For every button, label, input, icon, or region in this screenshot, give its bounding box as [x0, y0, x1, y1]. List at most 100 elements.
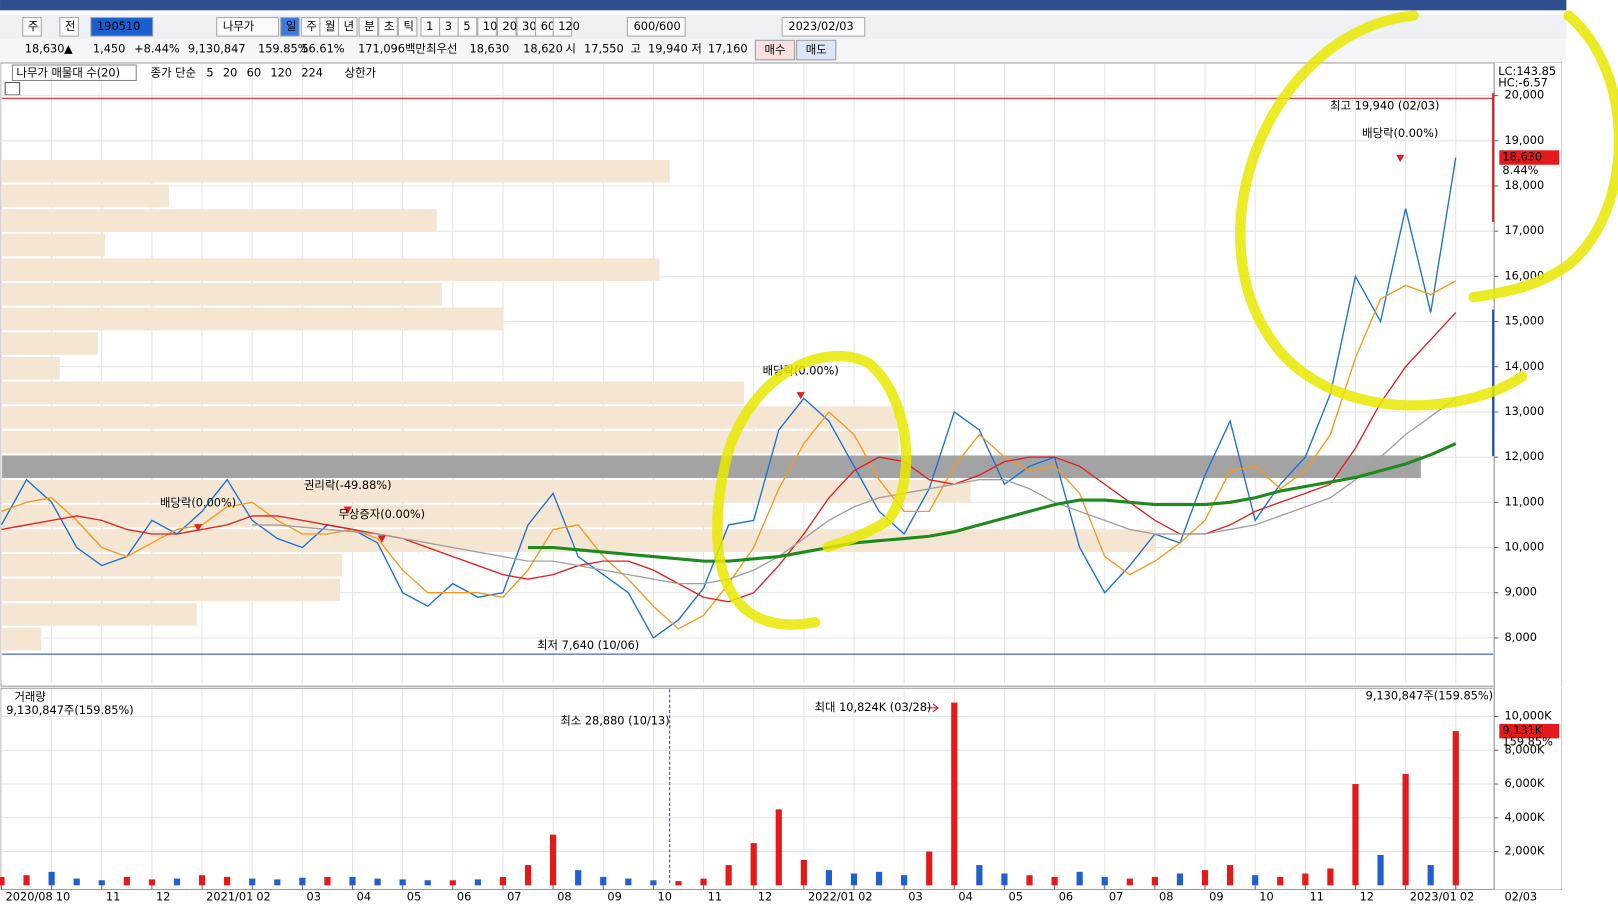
x-tick-label: 02/03 [1504, 890, 1537, 904]
volume-bar [1227, 865, 1234, 886]
volume-bar [1452, 731, 1459, 886]
toolbar-button[interactable] [397, 17, 418, 37]
toolbar-button[interactable] [216, 17, 280, 37]
y-tick-label: 10,000K [1504, 708, 1552, 722]
toolbar-label: 년 [344, 19, 354, 33]
volume-bar [1176, 873, 1184, 886]
x-tick-label: 04 [357, 890, 371, 904]
toolbar-button[interactable] [378, 17, 398, 37]
series-line [252, 397, 1457, 585]
x-tick-label: 11 [708, 890, 722, 904]
legend-entry: 상한가 [345, 65, 377, 79]
toolbar-button[interactable] [358, 17, 379, 37]
x-tick-label: 2022/01 [808, 890, 855, 904]
quote-value: 고 [630, 42, 640, 56]
y-tick-label: 12,000 [1504, 449, 1544, 463]
volume-bar [1076, 871, 1083, 886]
toolbar-label: 1 [426, 19, 433, 33]
y-tick-label: 18,000 [1504, 178, 1544, 192]
toolbar-label: 120 [558, 19, 580, 33]
toolbar-label: 전 [65, 19, 75, 33]
volume-bar [274, 879, 281, 886]
x-tick-label: 12 [156, 890, 170, 904]
toolbar-label: 60 [541, 19, 555, 33]
event-annotation: 배당락(0.00%) [160, 496, 236, 510]
y-tick-label: 10,000 [1504, 540, 1544, 554]
toolbar-button[interactable] [781, 17, 866, 37]
volume-bar [324, 876, 331, 886]
x-tick-label: 06 [1059, 890, 1073, 904]
volume-bar [1201, 870, 1209, 886]
x-tick-label: 2021/01 [206, 890, 253, 904]
quote-value: 저 [691, 42, 701, 56]
last-price-box [1499, 150, 1560, 165]
volume-profile-bar [2, 209, 437, 232]
y-tick-label: 19,000 [1504, 133, 1544, 147]
toolbar-label: 600/600 [634, 19, 681, 33]
profile-title: 나무가 매물대 수(20) [17, 65, 121, 79]
x-tick-label: 03 [306, 890, 320, 904]
volume-bar [1327, 868, 1334, 886]
legend-prefix: 종가 단순 [151, 65, 196, 79]
legend-entry: 60 [247, 65, 261, 79]
axis-area [1493, 62, 1562, 890]
x-tick-label: 10 [658, 890, 672, 904]
toolbar-button[interactable] [626, 17, 686, 37]
y-tick-label: 11,000 [1504, 494, 1544, 508]
low-label: 최저 7,640 (10/06) [537, 638, 639, 652]
volume-bar [750, 843, 757, 886]
trade-button[interactable] [754, 39, 796, 61]
volume-bar [123, 876, 130, 886]
y-tick-label: 20,000 [1504, 88, 1544, 102]
series-line [1, 312, 1457, 603]
side-label: LC:143.85 [1498, 64, 1556, 78]
volume-bar [1277, 876, 1284, 886]
last-volume-label: 9,131K [1502, 723, 1542, 737]
quote-value: 56.61% [301, 42, 344, 56]
toolbar-button[interactable] [552, 17, 573, 37]
toolbar-button[interactable] [59, 17, 79, 37]
x-tick-label: 05 [407, 890, 421, 904]
volume-profile-bar [2, 406, 899, 429]
volume-title: 거래량 [14, 690, 46, 704]
event-arrow [343, 506, 352, 514]
volume-bar [499, 876, 507, 886]
x-tick-label: 10 [56, 890, 70, 904]
volume-bar [825, 870, 833, 886]
text-layer: 주 전 190510 나무가 일 주 월 년 분 초 틱 1 3 5 10 20 30 60 120 600/600 2… [6, 17, 1560, 904]
x-tick-label: 07 [507, 890, 521, 904]
volume-bar [449, 880, 456, 886]
quote-value: 최우선 [426, 42, 457, 56]
toolbar-button[interactable] [280, 17, 300, 37]
volume-bar [98, 880, 105, 886]
toolbar-button[interactable] [457, 17, 478, 37]
volume-bar [424, 880, 431, 886]
lines-layer [0, 92, 1495, 886]
volume-profile-bar [2, 480, 971, 503]
toolbar-button[interactable] [22, 17, 42, 37]
toolbar-button[interactable] [496, 17, 517, 37]
y-tick-label: 8,000 [1504, 630, 1536, 644]
volume-min-label: 최소 28,880 (10/13) [560, 713, 669, 727]
volume-profile-bar [2, 258, 660, 281]
y-tick-label: 2,000K [1504, 844, 1544, 858]
volume-profile-bar [2, 159, 670, 183]
trade-button[interactable] [796, 39, 837, 61]
x-tick-label: 05 [1009, 890, 1023, 904]
toolbar-button[interactable] [337, 17, 358, 37]
quote-value: 18,620 [523, 42, 563, 56]
x-tick-label: 11 [106, 890, 120, 904]
volume-profile-bar [2, 184, 170, 208]
volume-max-label: 최대 10,824K (03/28) [815, 700, 932, 714]
volume-bar [299, 877, 306, 886]
x-tick-label: 02 [256, 890, 270, 904]
volume-bar [725, 865, 732, 886]
toolbar-label: 30 [522, 19, 536, 33]
toolbar-button[interactable] [477, 17, 497, 37]
volume-profile-bar [2, 553, 343, 577]
toolbar-label: 일 [286, 19, 296, 33]
volume-bar [1402, 773, 1409, 886]
toolbar-button[interactable] [90, 17, 154, 37]
quote-value: 9,130,847 [188, 42, 246, 56]
volume-bar [0, 876, 5, 886]
